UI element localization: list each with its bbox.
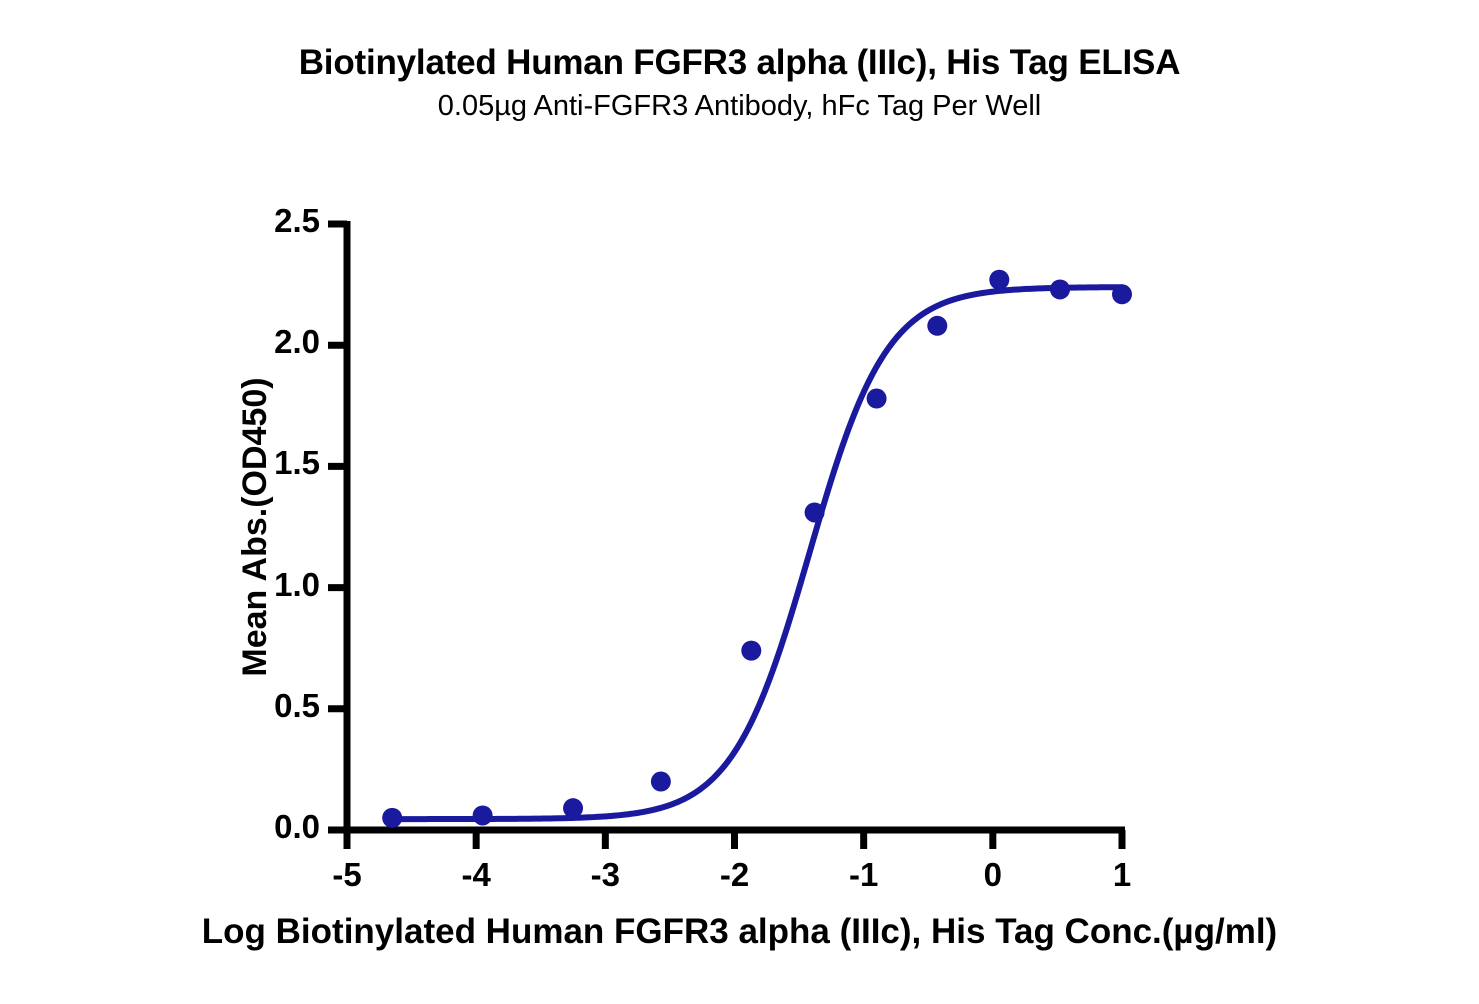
x-axis-title: Log Biotinylated Human FGFR3 alpha (IIIc… [201, 912, 1278, 951]
x-tick-label: 0 [983, 856, 1002, 893]
data-point [989, 269, 1010, 290]
x-tick-marks [343, 830, 1126, 849]
data-point [382, 807, 403, 828]
x-tick-label: -5 [332, 856, 362, 893]
axes [328, 220, 1126, 849]
data-point [1112, 284, 1132, 305]
x-tick-label: -2 [719, 856, 750, 893]
y-tick-label: 2.0 [274, 323, 320, 361]
x-tick-label: -1 [848, 856, 879, 893]
data-point [741, 640, 762, 661]
data-point [927, 315, 948, 336]
data-points [382, 269, 1132, 828]
y-tick-label: 2.5 [274, 202, 320, 239]
fit-curve [389, 284, 1125, 823]
title-block: Biotinylated Human FGFR3 alpha (IIIc), H… [0, 42, 1479, 126]
x-tick-label: -3 [590, 856, 620, 893]
page-title: Biotinylated Human FGFR3 alpha (IIIc), H… [298, 43, 1181, 82]
data-point [866, 388, 887, 409]
x-tick-label: -4 [461, 856, 491, 893]
x-tick-label: 1 [1112, 856, 1132, 893]
y-tick-label: 1.0 [274, 565, 320, 603]
y-tick-label: 0.5 [274, 686, 320, 724]
data-point [804, 502, 825, 523]
data-point [563, 798, 584, 819]
y-tick-label: 1.5 [274, 444, 320, 482]
data-point [1050, 279, 1070, 300]
chart-subtitle: 0.05µg Anti-FGFR3 Antibody, hFc Tag Per … [437, 90, 1042, 122]
data-point [650, 771, 671, 792]
y-tick-label: 0.0 [274, 808, 320, 845]
data-point [472, 805, 493, 826]
